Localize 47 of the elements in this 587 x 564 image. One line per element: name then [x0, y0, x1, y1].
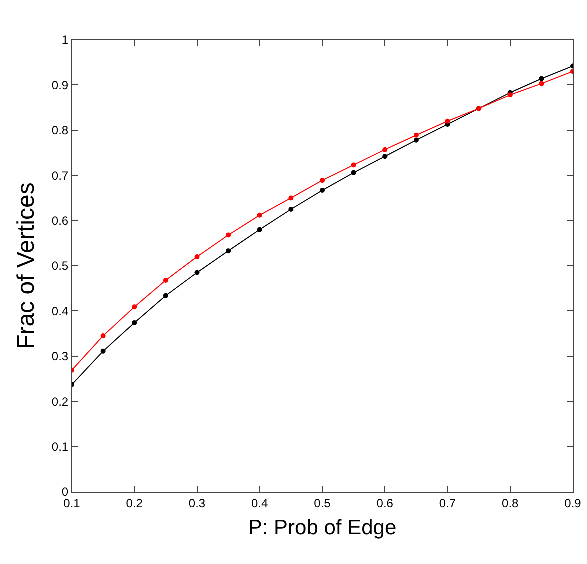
point [100, 348, 106, 354]
y-tick-label: 0.3 [52, 350, 69, 364]
point [320, 178, 325, 184]
x-tick-label: 0.8 [502, 496, 520, 510]
point [257, 227, 262, 232]
point [382, 147, 388, 152]
x-axis-title: P: Prob of Edge [248, 516, 397, 540]
point [194, 270, 200, 276]
point [414, 138, 419, 143]
point [445, 118, 450, 124]
point [132, 304, 138, 310]
y-tick-label: 0 [62, 485, 69, 500]
x-tick-label: 0.7 [439, 496, 456, 510]
y-tick-label: 1 [62, 33, 69, 48]
x-tick-label: 0.2 [126, 496, 144, 510]
x-tick-label: 0.6 [376, 496, 394, 510]
point [351, 162, 356, 168]
point [288, 196, 294, 201]
point [257, 212, 262, 218]
y-tick-label: 0.7 [52, 168, 69, 183]
x-tick-label: 0.4 [252, 496, 269, 510]
point [382, 154, 388, 160]
point [320, 188, 325, 194]
x-tick-label: 0.3 [188, 496, 206, 510]
point [351, 170, 356, 176]
point [194, 254, 200, 260]
y-tick-label: 0.9 [52, 78, 69, 92]
point [163, 293, 168, 298]
y-tick-label: 0.6 [52, 214, 69, 228]
y-axis-title: Frac of Vertices [13, 182, 40, 350]
point [539, 81, 544, 86]
y-tick-label: 0.5 [52, 259, 69, 274]
x-tick-label: 0.9 [564, 496, 582, 510]
x-tick-label: 0.5 [314, 496, 332, 510]
point [539, 76, 544, 82]
point [100, 334, 106, 339]
point [132, 320, 138, 326]
y-tick-label: 0.1 [52, 440, 69, 454]
point [414, 132, 419, 138]
point [508, 92, 513, 98]
y-tick-label: 0.4 [52, 304, 69, 318]
point [288, 207, 294, 212]
y-tick-label: 0.2 [52, 394, 69, 409]
point [163, 278, 168, 283]
y-tick-label: 0.8 [52, 124, 69, 138]
point [226, 232, 232, 238]
point [226, 248, 232, 254]
